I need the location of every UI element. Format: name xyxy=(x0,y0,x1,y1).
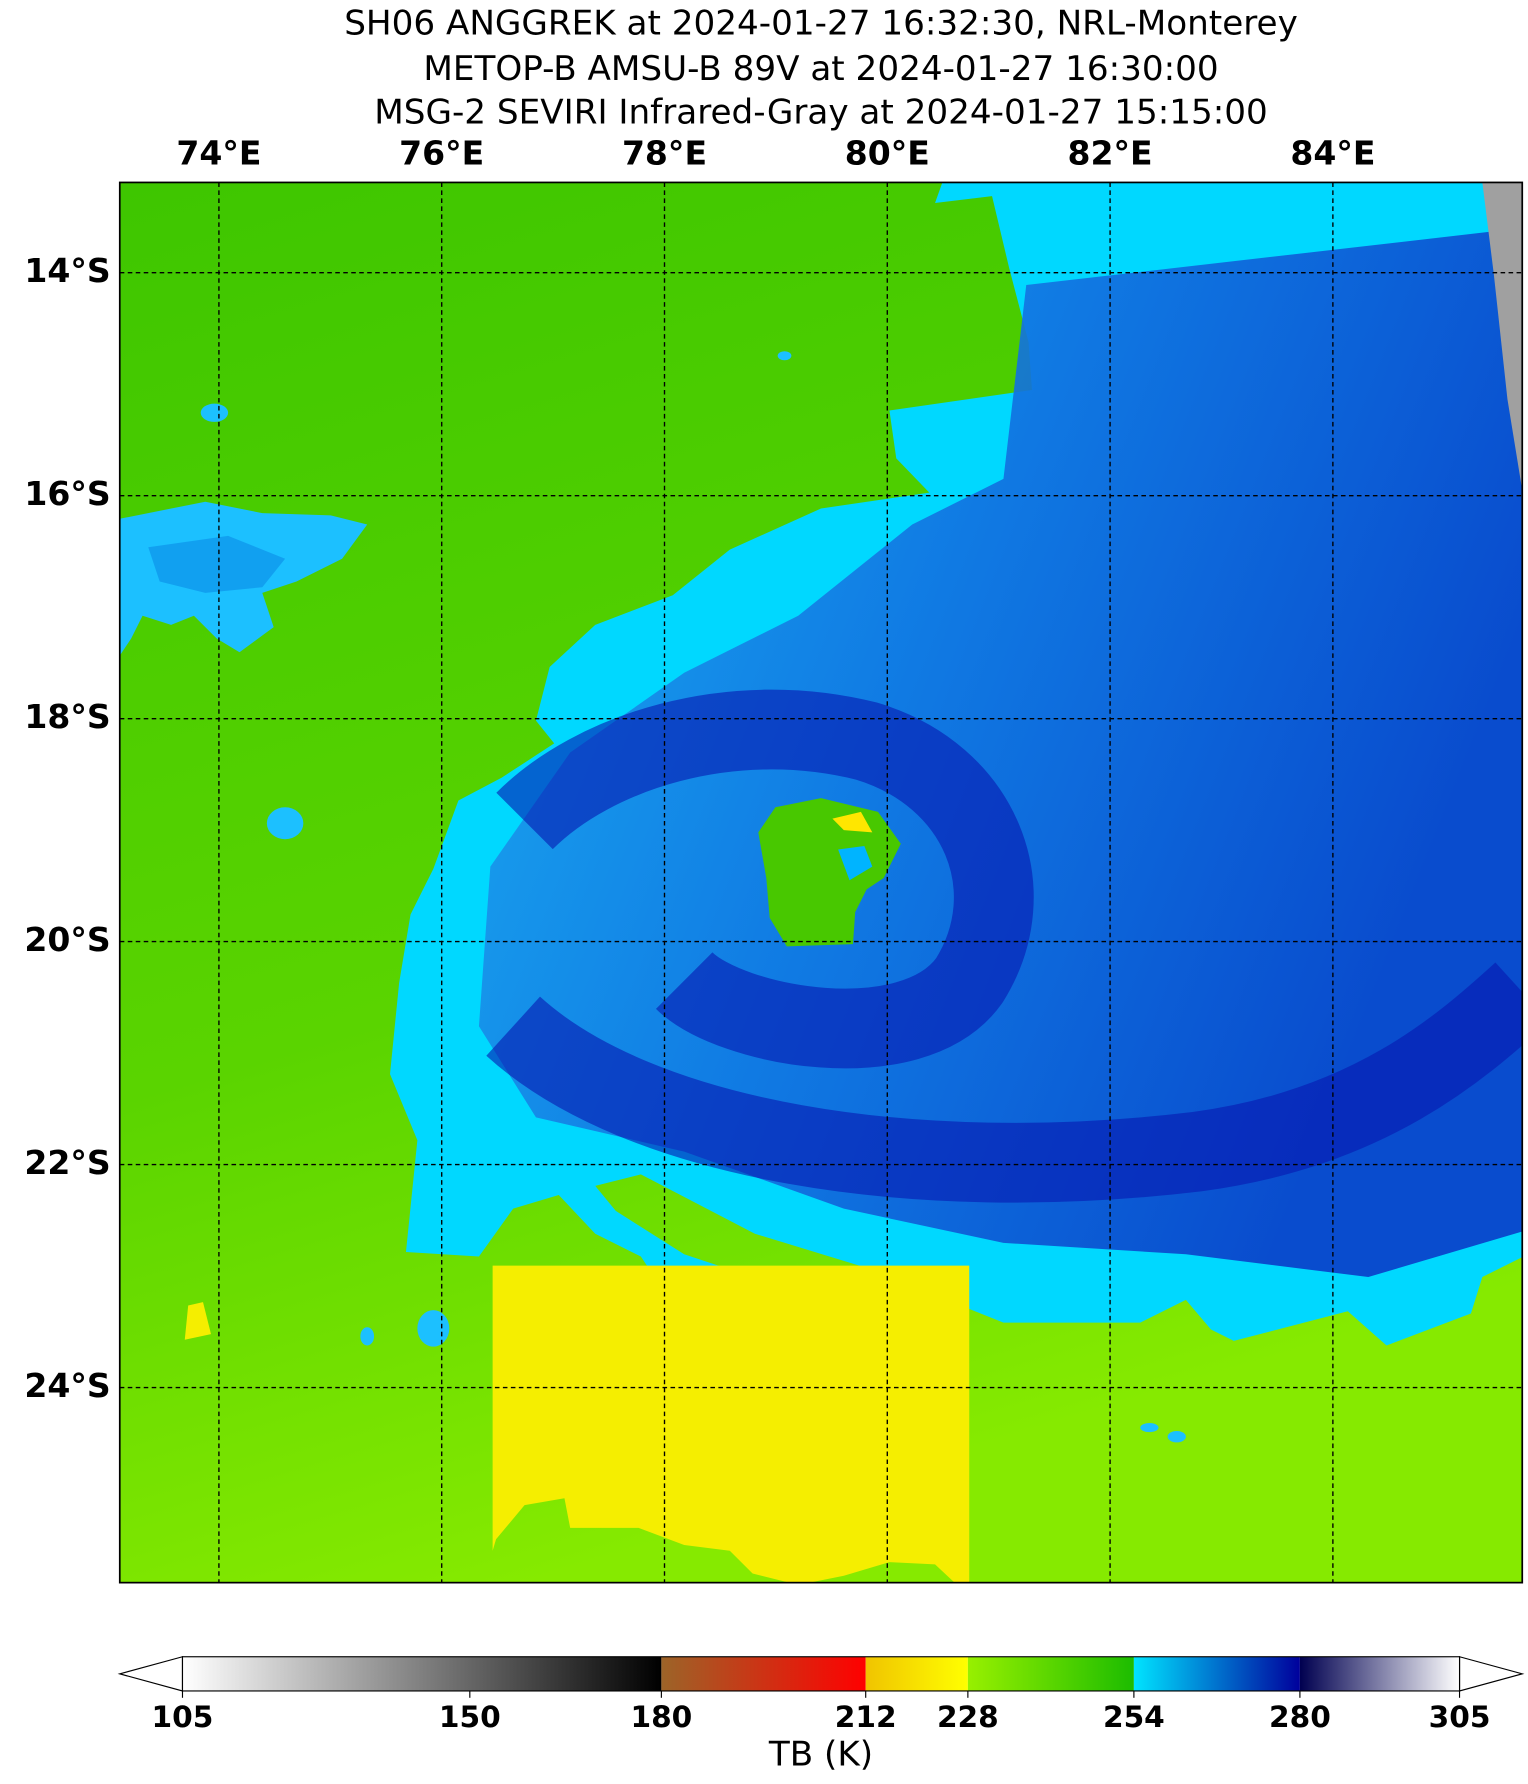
lat-tick-label: 16°S xyxy=(24,474,110,513)
lat-tick-label: 22°S xyxy=(24,1143,110,1182)
lon-tick-label: 76°E xyxy=(399,134,484,173)
colorbar-tick-label: 180 xyxy=(630,1699,692,1734)
satellite-image xyxy=(119,182,1523,1583)
colorbar-tick-label: 105 xyxy=(152,1699,214,1734)
colorbar-tick-label: 212 xyxy=(835,1699,897,1734)
title-line: METOP-B AMSU-B 89V at 2024-01-27 16:30:0… xyxy=(423,49,1218,89)
colorbar-extend-low xyxy=(117,1656,184,1692)
lat-tick-label: 18°S xyxy=(24,697,110,736)
colorbar-segment xyxy=(1299,1656,1460,1691)
graticule xyxy=(119,182,1523,1583)
map-frame xyxy=(118,181,1524,1584)
colorbar-tick-label: 228 xyxy=(937,1699,999,1734)
colorbar-tick-label: 305 xyxy=(1429,1699,1491,1734)
colorbar-segment xyxy=(1133,1656,1300,1691)
lat-tick-label: 14°S xyxy=(24,251,110,290)
colorbar-extend-high xyxy=(1458,1656,1525,1692)
colorbar-frame xyxy=(181,1656,1461,1692)
lon-tick-label: 80°E xyxy=(845,134,930,173)
colorbar-segment xyxy=(865,1656,968,1691)
colorbar xyxy=(181,1656,1461,1698)
colorbar-tick-label: 254 xyxy=(1103,1699,1165,1734)
lat-tick-label: 20°S xyxy=(24,920,110,959)
lon-tick-label: 78°E xyxy=(622,134,707,173)
colorbar-tick-label: 280 xyxy=(1269,1699,1331,1734)
colorbar-segment xyxy=(661,1656,866,1691)
lon-tick-label: 84°E xyxy=(1290,134,1375,173)
lon-tick-label: 82°E xyxy=(1068,134,1153,173)
colorbar-segment xyxy=(182,1656,662,1691)
title-line: SH06 ANGGREK at 2024-01-27 16:32:30, NRL… xyxy=(344,4,1298,44)
lat-tick-label: 24°S xyxy=(24,1366,110,1405)
title-line: MSG-2 SEVIRI Infrared-Gray at 2024-01-27… xyxy=(374,93,1267,133)
lon-tick-label: 74°E xyxy=(176,134,261,173)
colorbar-segment xyxy=(967,1656,1134,1691)
colorbar-tick-label: 150 xyxy=(439,1699,501,1734)
colorbar-label: TB (K) xyxy=(768,1734,873,1774)
